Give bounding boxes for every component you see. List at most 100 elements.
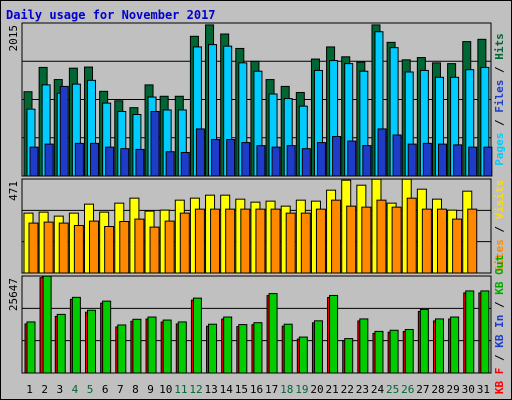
day-label-22: 22 [341,383,354,396]
day-label-9: 9 [147,383,154,396]
bar-sites-day-2 [43,221,54,274]
panel-1: 2015 Pages / Files / Hits [7,22,506,177]
day-label-11: 11 [174,383,187,396]
bar-sites-day-13 [210,208,221,274]
bar-sites-day-11 [179,212,190,274]
bar-kbout-day-26 [404,329,414,374]
day-label-15: 15 [235,383,248,396]
day-label-8: 8 [132,383,139,396]
legend-entry: KB F [493,368,506,395]
legend-entry: Visits [493,180,506,220]
legend-entry: / [493,113,506,133]
legend-entry: KB In [493,315,506,348]
bar-sites-day-3 [58,222,69,274]
day-label-2: 2 [41,383,48,396]
bar-pages-day-21 [332,136,342,177]
bar-kbout-day-11 [177,321,187,374]
bar-pages-day-15 [241,142,251,177]
bar-sites-day-20 [315,208,326,274]
legend-entry: / [493,219,506,239]
bar-pages-day-20 [316,142,326,177]
bar-sites-day-23 [361,206,372,274]
bar-pages-day-13 [211,139,221,177]
bar-sites-day-15 [240,208,251,274]
bar-sites-day-12 [194,208,205,274]
bar-sites-day-30 [467,208,478,274]
bar-sites-day-14 [225,208,236,274]
bar-sites-day-26 [406,197,417,274]
bar-pages-day-12 [195,128,205,177]
bar-pages-day-3 [59,85,69,177]
bar-pages-day-30 [468,146,478,177]
bar-kbout-day-31 [480,290,490,374]
bar-pages-day-29 [453,144,463,177]
bar-pages-day-1 [29,146,39,177]
legend-entry: KB Out [493,255,506,295]
bar-pages-day-22 [347,140,357,177]
chart-title: Daily usage for November 2017 [6,8,216,22]
day-label-10: 10 [159,383,172,396]
day-label-1: 1 [26,383,33,396]
bar-kbout-day-19 [298,336,308,374]
legend-entry: Pages [493,133,506,166]
max-value-label: 471 [7,181,20,201]
bar-pages-day-11 [180,151,190,177]
day-label-14: 14 [220,383,234,396]
bar-sites-day-4 [73,225,84,274]
max-value-label: 2015 [7,25,20,52]
bar-sites-day-29 [452,218,463,274]
bar-pages-day-24 [377,128,387,177]
day-label-20: 20 [310,383,323,396]
bar-sites-day-5 [89,220,100,274]
bar-pages-day-10 [165,151,175,177]
day-label-27: 27 [416,383,429,396]
legend-entry: Hits [493,33,506,60]
legend-entry: / [493,60,506,80]
bar-pages-day-28 [437,143,447,177]
day-label-17: 17 [265,383,278,396]
legend-entry: Files [493,80,506,113]
bar-pages-day-25 [392,134,402,177]
bar-kbout-day-12 [192,297,202,374]
bar-pages-day-4 [74,142,84,177]
legend-entry: / [493,295,506,315]
bar-kbout-day-15 [238,324,248,374]
day-label-25: 25 [386,383,399,396]
bar-sites-day-24 [376,199,387,274]
max-value-label: 25647 [7,278,20,311]
bar-sites-day-27 [421,208,432,274]
bar-pages-day-19 [301,148,311,177]
bar-sites-day-19 [300,212,311,274]
day-label-19: 19 [295,383,308,396]
bar-pages-day-8 [135,148,145,177]
bar-kbout-day-29 [450,316,460,374]
bar-kbout-day-16 [253,322,263,374]
bar-pages-day-6 [105,146,115,177]
day-label-12: 12 [189,383,202,396]
bar-kbout-day-24 [374,330,384,374]
bar-kbout-day-6 [102,300,112,374]
day-label-13: 13 [204,383,217,396]
bar-sites-day-1 [28,222,39,274]
bar-pages-day-31 [483,146,493,177]
series-legend: Pages / Files / Hits [493,33,506,166]
bar-pages-day-9 [150,110,160,177]
day-label-5: 5 [87,383,94,396]
bar-sites-day-10 [164,220,175,274]
bar-pages-day-18 [286,145,296,177]
bar-sites-day-7 [119,221,130,274]
bar-pages-day-7 [120,148,130,177]
bar-kbout-day-23 [359,318,369,374]
bar-kbout-day-21 [329,294,339,374]
day-label-30: 30 [462,383,475,396]
bar-kbout-day-4 [71,296,81,374]
bar-pages-day-2 [44,143,54,177]
bar-kbout-day-25 [389,329,399,374]
bar-sites-day-17 [270,208,281,274]
bar-kbout-day-27 [419,308,429,374]
bar-sites-day-22 [346,205,357,274]
bar-pages-day-16 [256,145,266,177]
bar-kbout-day-22 [344,338,354,374]
bar-kbout-day-8 [132,318,142,374]
